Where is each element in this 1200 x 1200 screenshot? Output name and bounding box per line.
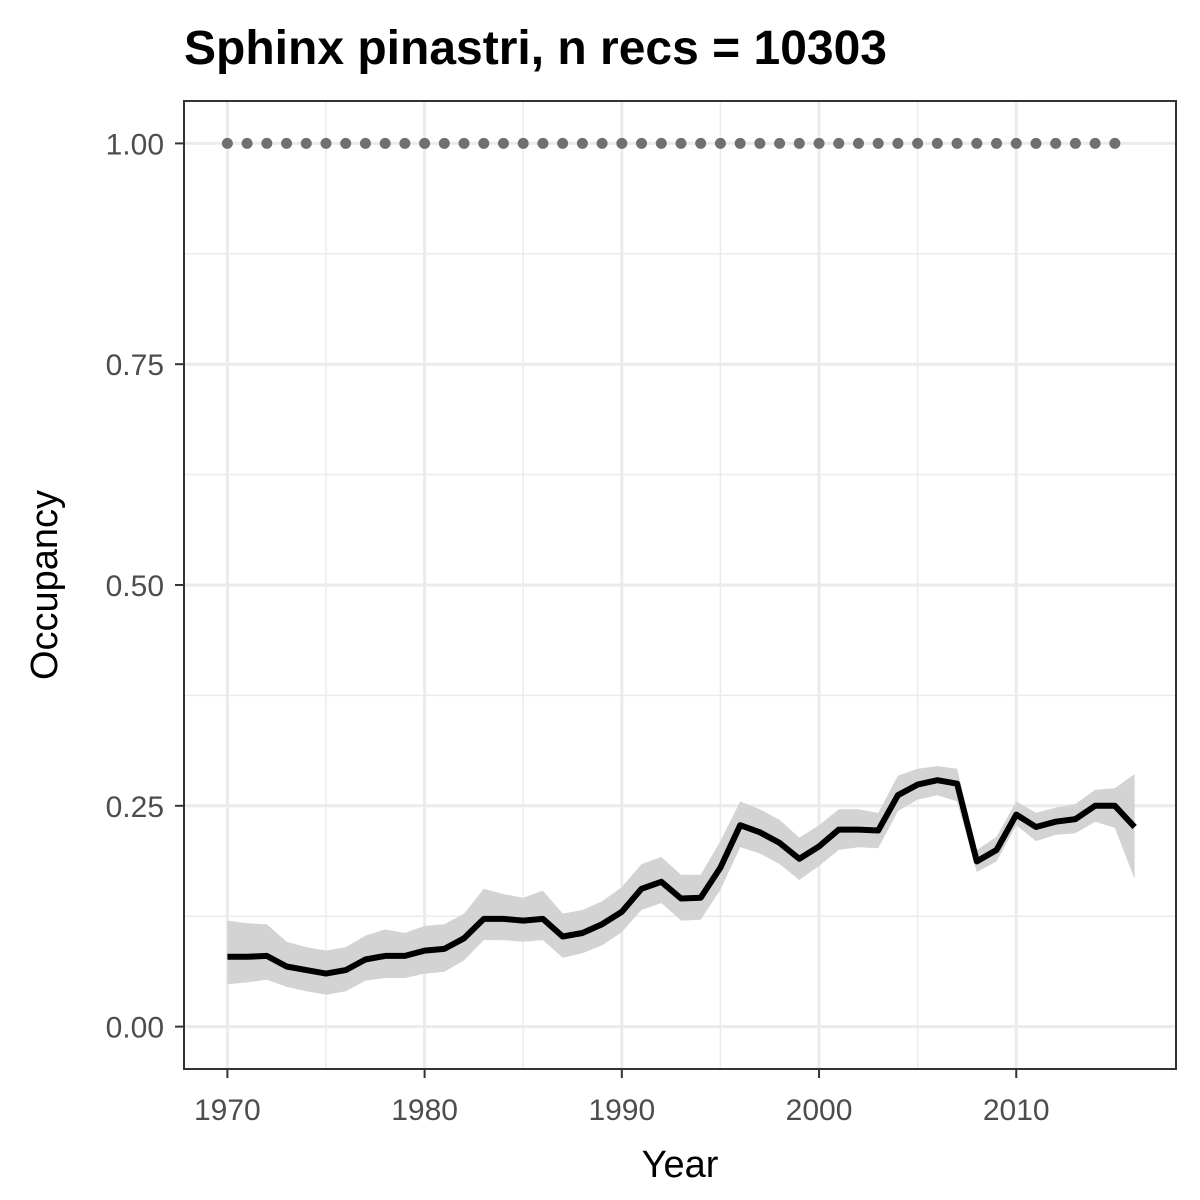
x-axis-title: Year bbox=[642, 1144, 719, 1186]
observed-point bbox=[892, 137, 904, 149]
observed-points-layer bbox=[221, 137, 1121, 149]
observed-point bbox=[1050, 137, 1062, 149]
observed-point bbox=[734, 137, 746, 149]
observed-point bbox=[517, 137, 529, 149]
observed-point bbox=[379, 137, 391, 149]
observed-point bbox=[951, 137, 963, 149]
observed-point bbox=[1109, 137, 1121, 149]
observed-point bbox=[813, 137, 825, 149]
y-tick-label: 0.50 bbox=[106, 570, 164, 603]
observed-point bbox=[300, 137, 312, 149]
observed-point bbox=[458, 137, 470, 149]
observed-point bbox=[1010, 137, 1022, 149]
occupancy-line-layer bbox=[227, 777, 1137, 977]
chart-title: Sphinx pinastri, n recs = 10303 bbox=[184, 22, 887, 75]
y-tick-label: 0.00 bbox=[106, 1012, 164, 1045]
y-tick-label: 1.00 bbox=[106, 128, 164, 161]
observed-point bbox=[1069, 137, 1081, 149]
observed-point bbox=[497, 137, 509, 149]
observed-point bbox=[320, 137, 332, 149]
x-tick-label: 2010 bbox=[983, 1094, 1050, 1127]
observed-point bbox=[438, 137, 450, 149]
observed-point bbox=[340, 137, 352, 149]
plot-panel bbox=[183, 100, 1177, 1070]
observed-point bbox=[912, 137, 924, 149]
y-tick-label: 0.25 bbox=[106, 791, 164, 824]
x-axis: 1970 1980 1990 2000 2010 bbox=[194, 1069, 1050, 1127]
confidence-ribbon-layer bbox=[227, 766, 1135, 995]
observed-point bbox=[852, 137, 864, 149]
observed-point bbox=[478, 137, 490, 149]
x-tick-label: 1990 bbox=[588, 1094, 655, 1127]
observed-point bbox=[419, 137, 431, 149]
observed-point bbox=[616, 137, 628, 149]
y-axis-title: Occupancy bbox=[24, 490, 66, 680]
x-tick-label: 2000 bbox=[786, 1094, 853, 1127]
y-axis: 0.00 0.25 0.50 0.75 1.00 bbox=[106, 128, 184, 1045]
observed-point bbox=[636, 137, 648, 149]
observed-point bbox=[793, 137, 805, 149]
observed-point bbox=[261, 137, 273, 149]
observed-point bbox=[596, 137, 608, 149]
observed-point bbox=[675, 137, 687, 149]
observed-point bbox=[1089, 137, 1101, 149]
observed-point bbox=[399, 137, 411, 149]
observed-point bbox=[576, 137, 588, 149]
x-tick-label: 1980 bbox=[391, 1094, 458, 1127]
observed-point bbox=[833, 137, 845, 149]
observed-point bbox=[221, 137, 233, 149]
observed-point bbox=[774, 137, 786, 149]
confidence-ribbon bbox=[227, 766, 1135, 995]
observed-point bbox=[655, 137, 667, 149]
observed-point bbox=[281, 137, 293, 149]
observed-point bbox=[714, 137, 726, 149]
x-tick-label: 1970 bbox=[194, 1094, 261, 1127]
occupancy-line bbox=[227, 777, 1137, 977]
observed-point bbox=[557, 137, 569, 149]
observed-point bbox=[1030, 137, 1042, 149]
observed-point bbox=[537, 137, 549, 149]
observed-point bbox=[359, 137, 371, 149]
observed-point bbox=[991, 137, 1003, 149]
observed-point bbox=[754, 137, 766, 149]
observed-point bbox=[931, 137, 943, 149]
observed-point bbox=[695, 137, 707, 149]
observed-point bbox=[872, 137, 884, 149]
y-tick-label: 0.75 bbox=[106, 349, 164, 382]
observed-point bbox=[971, 137, 983, 149]
observed-point bbox=[241, 137, 253, 149]
